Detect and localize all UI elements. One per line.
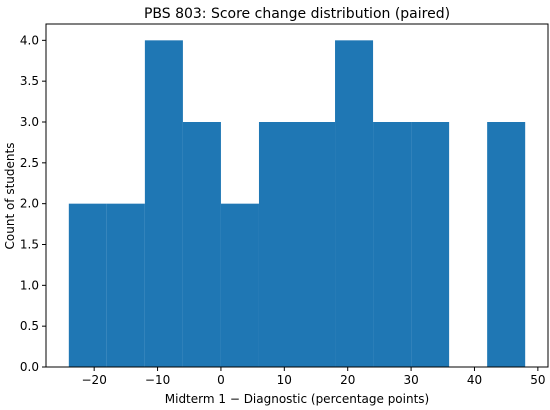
histogram-bar xyxy=(335,40,374,367)
plot-frame xyxy=(45,23,549,368)
y-tick-label: 0.5 xyxy=(20,319,39,333)
histogram-bar xyxy=(220,203,259,367)
x-axis-label: Midterm 1 − Diagnostic (percentage point… xyxy=(165,392,429,406)
y-tick-label: 4.0 xyxy=(20,33,39,47)
x-tick-label: −20 xyxy=(82,373,107,387)
x-tick-label: 20 xyxy=(340,373,355,387)
histogram-bar xyxy=(258,122,297,367)
y-axis: 0.0 0.5 1.0 1.5 2.0 2.5 3.0 3.5 4.0 xyxy=(20,33,46,374)
x-tick-label: 10 xyxy=(277,373,292,387)
x-tick-label: 50 xyxy=(530,373,545,387)
x-tick-label: −10 xyxy=(145,373,170,387)
y-tick-label: 0.0 xyxy=(20,360,39,374)
bars-group xyxy=(68,40,526,367)
y-tick-label: 3.0 xyxy=(20,115,39,129)
histogram-bar xyxy=(144,40,183,367)
x-axis: −20 −10 0 10 20 30 40 50 xyxy=(82,367,545,387)
histogram-bar xyxy=(487,122,526,367)
histogram-bar xyxy=(106,203,145,367)
histogram-bar xyxy=(373,122,412,367)
y-tick-label: 2.5 xyxy=(20,156,39,170)
x-tick-label: 30 xyxy=(403,373,418,387)
x-tick-label: 40 xyxy=(467,373,482,387)
y-axis-label: Count of students xyxy=(3,143,17,250)
y-tick-label: 3.5 xyxy=(20,74,39,88)
y-tick-label: 2.0 xyxy=(20,197,39,211)
histogram-bar xyxy=(182,122,221,367)
chart-title: PBS 803: Score change distribution (pair… xyxy=(144,6,450,22)
histogram-bar xyxy=(411,122,450,367)
y-tick-label: 1.0 xyxy=(20,278,39,292)
histogram-bar xyxy=(68,203,107,367)
histogram-bar xyxy=(297,122,336,367)
y-tick-label: 1.5 xyxy=(20,238,39,252)
x-tick-label: 0 xyxy=(217,373,225,387)
